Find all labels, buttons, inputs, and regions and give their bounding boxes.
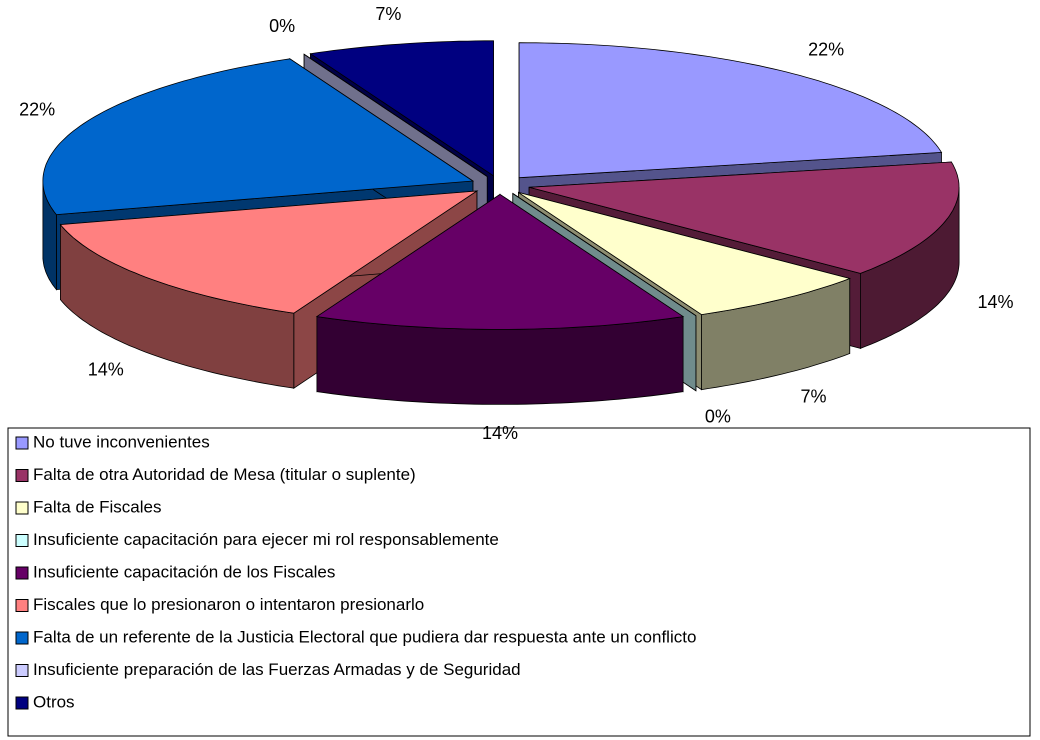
legend-swatch <box>15 436 29 450</box>
slice <box>518 192 852 316</box>
slice <box>518 42 943 179</box>
slice <box>309 40 494 177</box>
legend-label: Insuficiente capacitación de los Fiscale… <box>33 562 335 581</box>
legend-label: Falta de Fiscales <box>33 497 162 516</box>
data-label: 14% <box>978 292 1014 312</box>
data-label: 22% <box>808 40 844 60</box>
legend-label: Fiscales que lo presionaron o intentaron… <box>33 595 424 614</box>
data-label: 7% <box>801 386 827 406</box>
legend-swatch <box>15 469 29 482</box>
slice <box>59 190 479 314</box>
data-label: 22% <box>19 100 55 120</box>
data-label: 14% <box>88 360 124 380</box>
legend-box <box>7 427 1031 737</box>
legend-label: Falta de un referente de la Justicia Ele… <box>33 627 696 646</box>
slice <box>42 58 475 216</box>
legend-label: Falta de otra Autoridad de Mesa (titular… <box>33 465 416 484</box>
legend-swatch <box>15 664 29 677</box>
legend-swatch <box>15 501 29 515</box>
legend-label: Insuficiente preparación de las Fuerzas … <box>33 660 521 679</box>
slice <box>303 53 488 177</box>
legend-label: Insuficiente capacitación para ejecer mi… <box>33 530 499 549</box>
slice <box>315 193 685 330</box>
legend-label: No tuve inconvenientes <box>33 432 210 451</box>
data-label: 14% <box>482 423 518 443</box>
legend-swatch <box>15 696 29 710</box>
legend-swatch <box>15 631 29 645</box>
slice <box>512 193 697 317</box>
legend-swatch <box>15 566 29 580</box>
data-label: 7% <box>375 4 401 24</box>
legend-swatch <box>15 599 29 612</box>
data-label: 0% <box>705 406 731 426</box>
legend-label: Otros <box>33 692 75 711</box>
data-label: 0% <box>269 16 295 36</box>
legend-swatch <box>15 534 29 547</box>
slice <box>528 161 960 274</box>
